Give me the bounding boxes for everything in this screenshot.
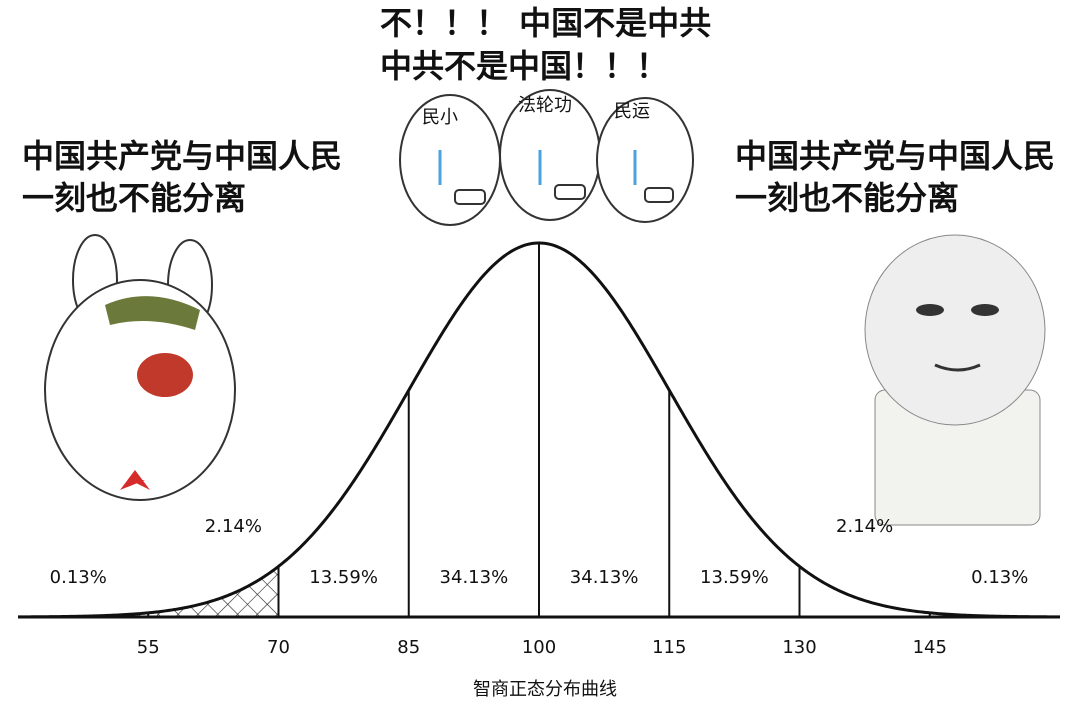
- x-tick-label: 85: [397, 637, 420, 658]
- top-text: 不！！！ 中国不是中共: [380, 4, 711, 42]
- x-tick-label: 100: [522, 637, 556, 658]
- x-tick-label: 70: [267, 637, 290, 658]
- region: [539, 243, 669, 617]
- right-caption: 一刻也不能分离: [735, 179, 959, 217]
- right-caption: 中国共产党与中国人民: [735, 137, 1055, 175]
- percent-label: 0.13%: [971, 567, 1028, 588]
- percent-label: 34.13%: [440, 567, 509, 588]
- wojak-label: 法轮功: [518, 95, 572, 116]
- percent-label: 2.14%: [836, 516, 893, 537]
- x-tick-label: 130: [782, 637, 816, 658]
- percent-label: 2.14%: [205, 516, 262, 537]
- wojak-illustration: [399, 89, 694, 226]
- top-text: 中共不是中国！！！: [380, 47, 668, 85]
- region: [148, 566, 279, 617]
- percent-label: 13.59%: [700, 567, 769, 588]
- x-tick-label: 145: [913, 637, 947, 658]
- x-axis-label: 智商正态分布曲线: [473, 679, 617, 700]
- region: [409, 243, 539, 617]
- wojak-label: 民运: [614, 101, 650, 122]
- face-illustration: [864, 234, 1046, 526]
- left-caption: 中国共产党与中国人民: [22, 137, 342, 175]
- left-caption: 一刻也不能分离: [22, 179, 246, 217]
- wojak-label: 民小: [422, 107, 458, 128]
- percent-label: 34.13%: [570, 567, 639, 588]
- percent-label: 0.13%: [50, 567, 107, 588]
- rabbit-illustration: [44, 234, 236, 501]
- percent-label: 13.59%: [309, 567, 378, 588]
- x-tick-label: 55: [137, 637, 160, 658]
- x-tick-label: 115: [652, 637, 686, 658]
